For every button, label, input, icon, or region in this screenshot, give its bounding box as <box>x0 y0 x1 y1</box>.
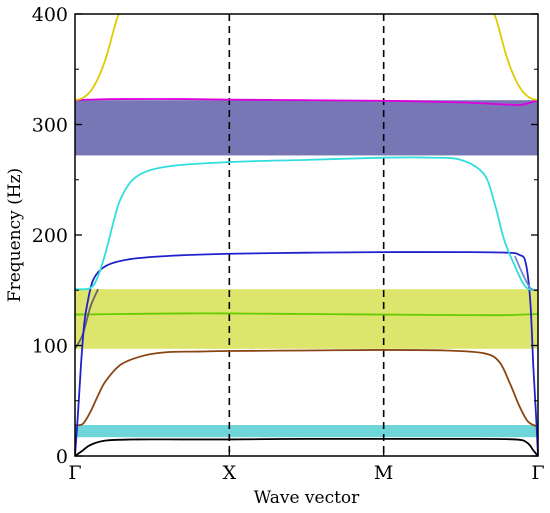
series-1-curve <box>75 349 538 428</box>
series-0-curve <box>75 437 538 456</box>
y-axis-ticks: 0 100 200 300 400 <box>32 4 538 468</box>
y-tick-label-3: 300 <box>32 115 68 137</box>
band-gap-layer <box>75 100 538 438</box>
plot-frame <box>74 13 539 457</box>
x-axis-label: Wave vector <box>254 488 360 508</box>
band-gap-2 <box>75 100 538 156</box>
band-gap-1 <box>75 289 538 349</box>
symmetry-point-lines <box>228 14 385 456</box>
band-gap-0 <box>75 425 538 438</box>
x-tick-label-3: Γ <box>531 462 544 484</box>
series-8-curve <box>75 14 120 102</box>
series-2-curve <box>75 312 538 317</box>
x-tick-label-2: M <box>374 462 393 484</box>
series-3-curve <box>75 288 99 350</box>
x-tick-label-1: X <box>223 462 237 484</box>
y-tick-label-1: 100 <box>32 336 68 358</box>
y-axis-label: Frequency (Hz) <box>5 168 25 302</box>
series-4-curve <box>75 251 538 456</box>
series-5-curve <box>75 156 538 292</box>
y-tick-label-4: 400 <box>32 4 68 26</box>
y-tick-label-2: 200 <box>32 225 68 247</box>
dispersion-curves <box>75 14 538 456</box>
y-tick-label-0: 0 <box>56 446 68 468</box>
series-9-curve <box>493 14 538 102</box>
series-7-curve <box>75 98 538 106</box>
x-tick-label-0: Γ <box>68 462 81 484</box>
